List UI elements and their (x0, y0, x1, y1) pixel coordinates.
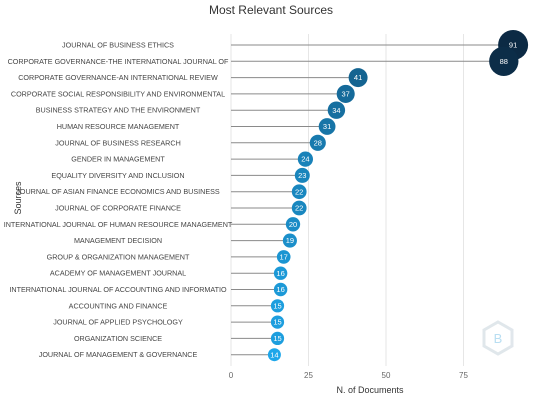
data-label: 34 (332, 106, 340, 115)
category-label: INTERNATIONAL JOURNAL OF HUMAN RESOURCE … (4, 220, 233, 229)
data-label: 14 (270, 350, 278, 359)
data-label: 15 (273, 318, 281, 327)
data-label: 16 (276, 269, 284, 278)
category-label: JOURNAL OF BUSINESS ETHICS (62, 41, 174, 50)
category-label: MANAGEMENT DECISION (74, 236, 162, 245)
data-point (291, 184, 307, 200)
data-point (327, 101, 346, 119)
svg-text:B: B (494, 331, 503, 346)
x-ticks: 0 25 50 75 (229, 371, 469, 380)
data-point (273, 282, 288, 297)
data-label: 16 (276, 285, 284, 294)
y-axis-label: Sources (13, 181, 23, 215)
data-point (294, 167, 310, 183)
x-tick-label: 50 (382, 371, 391, 380)
data-label: 37 (342, 90, 350, 99)
data-label: 22 (295, 204, 303, 213)
data-label: 28 (314, 138, 322, 147)
category-label: CORPORATE SOCIAL RESPONSIBILITY AND ENVI… (11, 89, 225, 98)
data-label: 23 (298, 171, 306, 180)
category-label: CORPORATE GOVERNANCE-THE INTERNATIONAL J… (8, 57, 229, 66)
category-label: JOURNAL OF BUSINESS RESEARCH (55, 138, 181, 147)
data-label: 15 (273, 334, 281, 343)
data-label: 19 (286, 236, 294, 245)
stems (231, 44, 514, 356)
data-point (336, 84, 355, 103)
x-tick-label: 0 (229, 371, 234, 380)
data-point (273, 266, 288, 280)
category-labels: JOURNAL OF BUSINESS ETHICS CORPORATE GOVE… (4, 41, 233, 360)
category-label: ACADEMY OF MANAGEMENT JOURNAL (50, 269, 186, 278)
x-axis-label: N. of Documents (336, 385, 404, 395)
data-label: 24 (301, 155, 309, 164)
category-label: JOURNAL OF APPLIED PSYCHOLOGY (53, 318, 183, 327)
data-point (276, 250, 291, 264)
category-label: ORGANIZATION SCIENCE (74, 334, 162, 343)
x-tick-label: 75 (459, 371, 468, 380)
data-point (348, 68, 368, 88)
data-point (270, 331, 285, 346)
category-label: GENDER IN MANAGEMENT (71, 155, 165, 164)
data-label: 15 (273, 301, 281, 310)
data-point (297, 151, 314, 167)
data-label: 22 (295, 187, 303, 196)
data-point (285, 217, 301, 232)
category-label: JOURNAL OF ASIAN FINANCE ECONOMICS AND B… (16, 187, 220, 196)
data-point (291, 200, 307, 216)
category-label: ACCOUNTING AND FINANCE (69, 301, 168, 310)
data-label: 20 (289, 220, 297, 229)
category-label: GROUP & ORGANIZATION MANAGEMENT (47, 252, 190, 261)
bibliometrix-logo-icon: B (482, 320, 514, 356)
category-label: EQUALITY DIVERSITY AND INCLUSION (51, 171, 184, 180)
data-label: 88 (500, 57, 508, 66)
data-point (267, 348, 281, 362)
category-label: JOURNAL OF MANAGEMENT & GOVERNANCE (39, 350, 198, 359)
category-label: HUMAN RESOURCE MANAGEMENT (57, 122, 180, 131)
data-point (489, 46, 519, 76)
data-point (282, 233, 297, 248)
data-point (318, 118, 336, 135)
data-label: 41 (354, 73, 362, 82)
data-point (270, 299, 285, 313)
data-label: 31 (323, 122, 331, 131)
data-point (309, 134, 326, 151)
data-label: 91 (509, 41, 517, 50)
chart-title: Most Relevant Sources (209, 3, 333, 17)
category-label: BUSINESS STRATEGY AND THE ENVIRONMENT (36, 106, 201, 115)
category-label: CORPORATE GOVERNANCE-AN INTERNATIONAL RE… (18, 73, 218, 82)
data-point (270, 315, 285, 329)
category-label: JOURNAL OF CORPORATE FINANCE (55, 204, 181, 213)
x-tick-label: 25 (304, 371, 313, 380)
gridlines (230, 34, 464, 366)
data-label: 17 (280, 253, 288, 262)
category-label: INTERNATIONAL JOURNAL OF ACCOUNTING AND … (9, 285, 227, 294)
